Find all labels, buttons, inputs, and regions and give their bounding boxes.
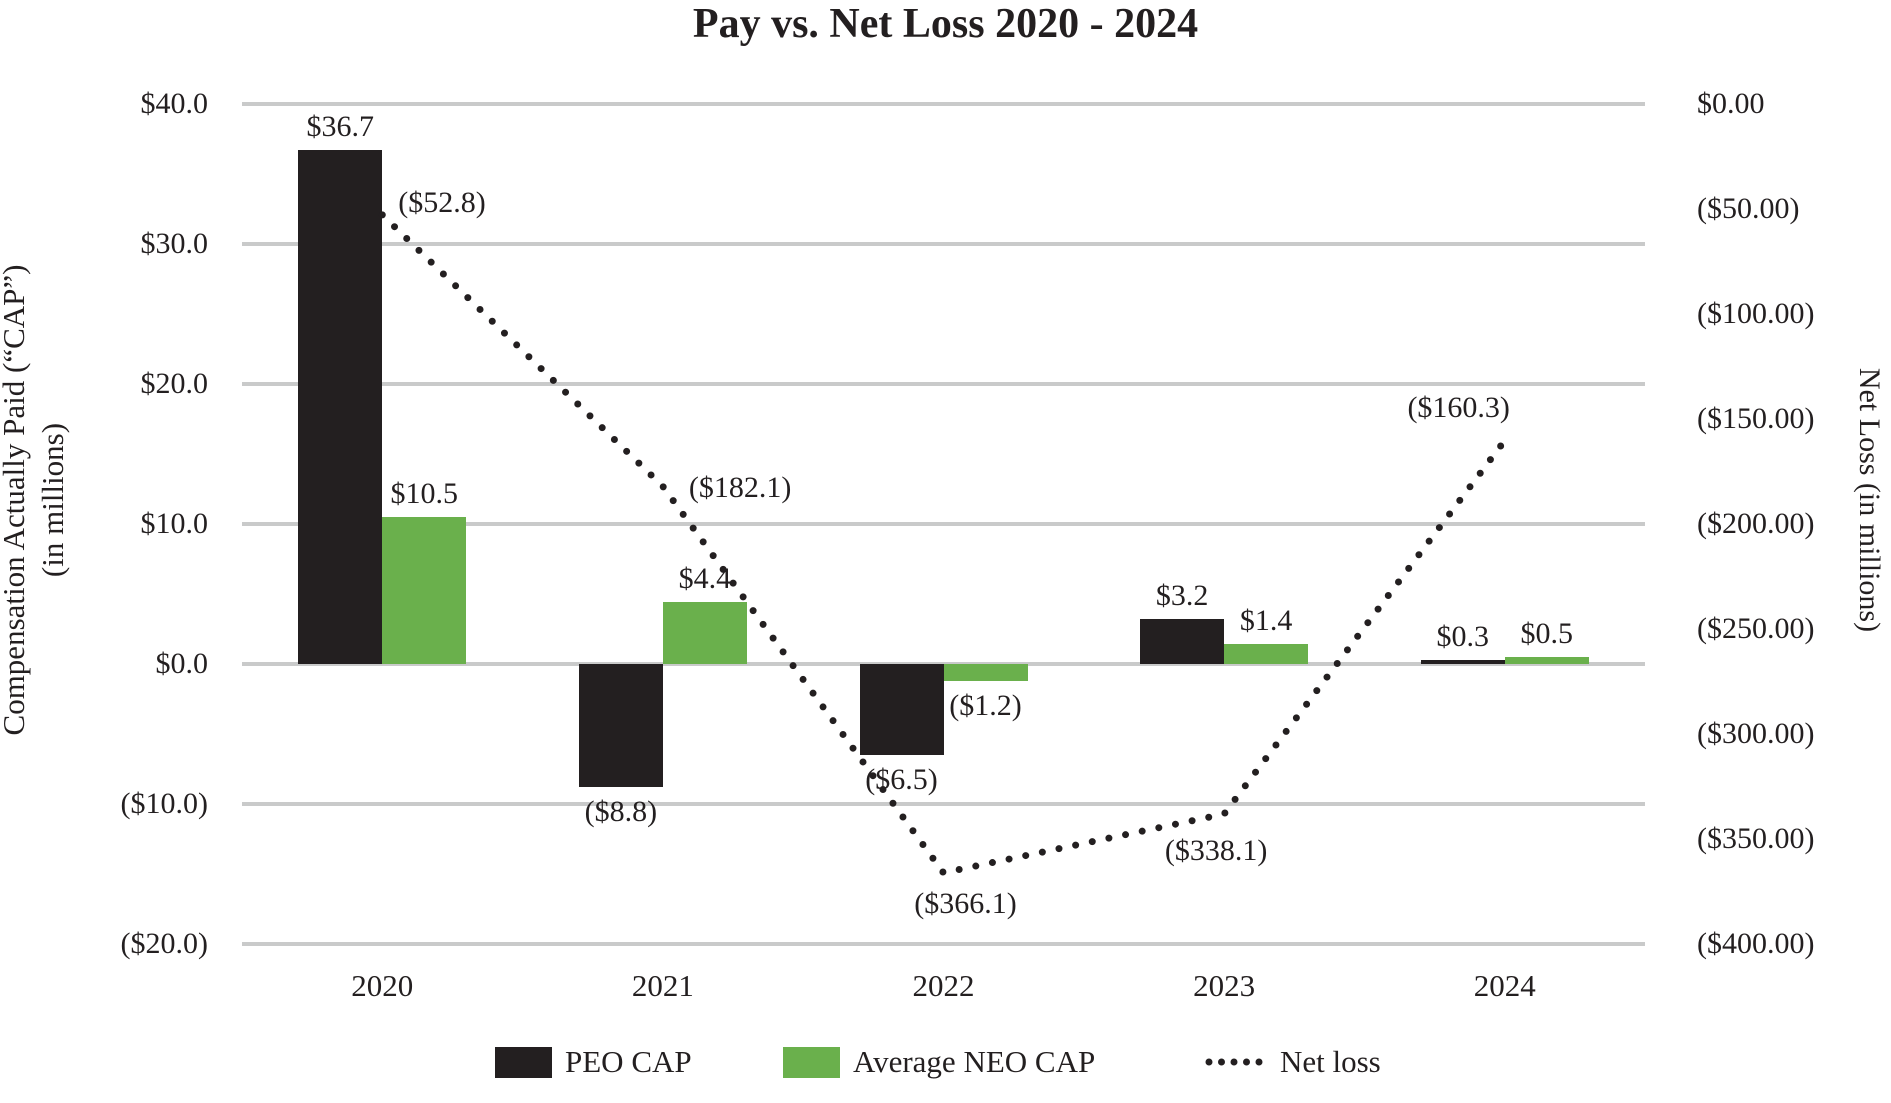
x-axis-label: 2021 [631,968,694,1003]
bar-peo-cap [298,150,383,664]
bar-peo-cap [1140,619,1225,664]
right-axis-title: Net Loss (in millions) [1853,367,1886,633]
left-axis-tick: $30.0 [140,227,209,260]
legend-swatch-net-loss-dotted-icon [1205,1058,1267,1066]
gridline [242,802,1645,806]
gridline [242,382,1645,386]
legend-item-net-loss: Net loss [1205,1042,1381,1082]
bar-avg-neo-cap [382,517,467,664]
net-loss-value-label: ($182.1) [688,471,792,505]
net-loss-dotted-line [378,211,1509,877]
bar-avg-neo-cap [1224,644,1309,664]
legend-label-avg-neo-cap: Average NEO CAP [853,1044,1096,1079]
legend-label-net-loss: Net loss [1280,1044,1381,1079]
bar-avg-neo-cap [662,602,747,664]
bar-peo-cap-value-label: $0.3 [1436,619,1489,653]
legend-label-peo-cap: PEO CAP [565,1044,692,1079]
x-axis-label: 2024 [1473,968,1536,1003]
bar-avg-neo-cap-value-label: $1.4 [1239,604,1293,638]
x-axis-label: 2023 [1193,968,1256,1003]
right-axis-tick: ($200.00) [1697,507,1815,540]
x-axis-label: 2020 [351,968,414,1003]
left-axis-title-line2: (in millions) [35,422,70,578]
right-axis-tick: $0.00 [1697,87,1765,120]
bar-peo-cap-value-label: $36.7 [306,110,375,144]
right-axis-tick: ($150.00) [1697,402,1815,435]
bar-peo-cap-value-label: ($8.8) [584,795,658,829]
gridline [242,242,1645,246]
left-axis-title: Compensation Actually Paid (“CAP”) (in m… [0,0,72,1000]
left-axis-tick: $10.0 [140,507,209,540]
bar-peo-cap [1420,659,1505,664]
bar-avg-neo-cap [943,664,1028,681]
bar-peo-cap [859,664,944,755]
right-axis-tick: ($400.00) [1697,927,1815,960]
bar-peo-cap [578,664,663,788]
net-loss-value-label: ($366.1) [914,886,1017,920]
bar-peo-cap-value-label: $3.2 [1155,579,1209,613]
right-axis-tick: ($350.00) [1697,822,1815,855]
right-axis-tick: ($250.00) [1697,612,1815,645]
net-loss-value-label: ($52.8) [398,185,486,219]
right-axis-tick: ($100.00) [1697,297,1815,330]
left-axis-tick: ($20.0) [120,927,208,960]
chart-title: Pay vs. Net Loss 2020 - 2024 [692,1,1199,47]
net-loss-value-label: ($160.3) [1407,390,1510,424]
legend-item-peo-cap: PEO CAP [495,1042,692,1082]
legend-swatch-avg-neo-cap [783,1046,840,1078]
bar-avg-neo-cap-value-label: $10.5 [390,477,459,510]
bar-peo-cap-value-label: ($6.5) [865,763,938,796]
left-axis-tick: $40.0 [140,87,209,120]
right-axis-tick: ($300.00) [1697,717,1815,750]
x-axis-label: 2022 [912,968,975,1003]
left-axis-tick: $20.0 [140,367,209,400]
gridline [242,942,1645,946]
net-loss-value-label: ($338.1) [1164,834,1268,867]
legend-swatch-peo-cap [495,1046,552,1078]
legend-item-avg-neo-cap: Average NEO CAP [783,1042,1095,1082]
bar-avg-neo-cap [1504,657,1589,664]
left-axis-title-line1: Compensation Actually Paid (“CAP”) [0,264,31,736]
left-axis-tick: ($10.0) [120,787,208,820]
bar-avg-neo-cap-value-label: ($1.2) [949,688,1022,722]
left-axis-tick: $0.0 [155,647,209,680]
bar-avg-neo-cap-value-label: $4.4 [678,562,732,596]
gridline [242,102,1645,106]
right-axis-tick: ($50.00) [1697,192,1800,225]
bar-avg-neo-cap-value-label: $0.5 [1520,617,1573,650]
